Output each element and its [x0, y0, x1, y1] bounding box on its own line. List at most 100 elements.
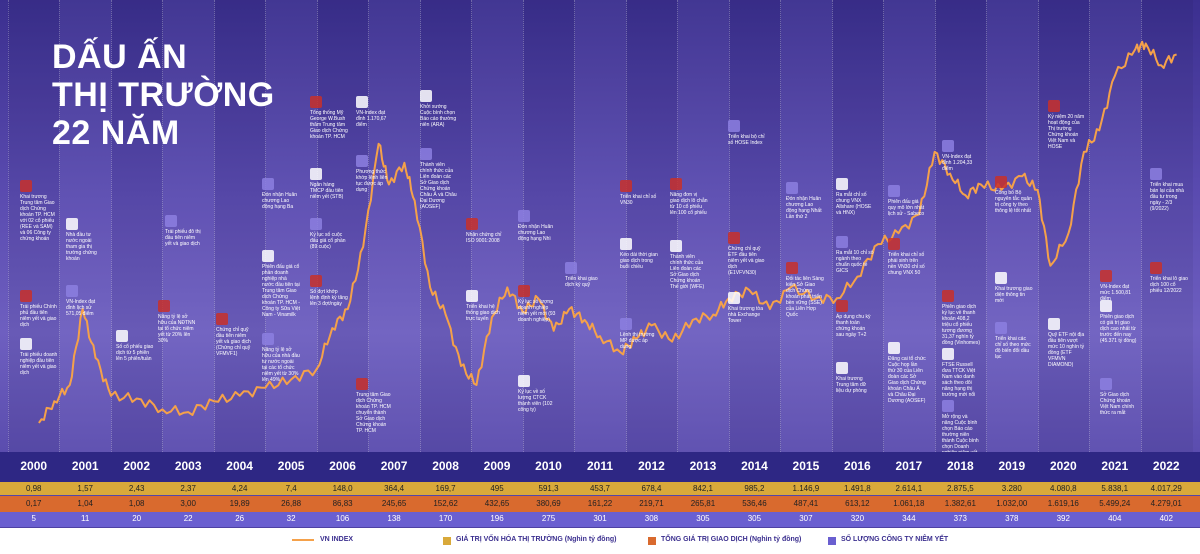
trade-value-cell: 1,08 [128, 499, 145, 508]
milestone-icon [786, 182, 798, 194]
year-label: 2005 [277, 459, 305, 473]
trade-value-cell: 26,88 [281, 499, 302, 508]
trade-value-cell: 536,46 [742, 499, 767, 508]
milestone-text: Kỷ niệm 20 năm hoạt động của Thị trường … [1048, 114, 1085, 150]
milestone-text: Ngân hàng TMCP đầu tiên niêm yết (STB) [310, 182, 344, 200]
milestone-note: FTSE Russell đưa TTCK Việt Nam vào danh … [942, 348, 980, 398]
title-line-1: DẤU ẤN [52, 38, 188, 76]
year-label: 2007 [380, 459, 408, 473]
milestone-icon [942, 400, 954, 412]
milestone-note: Kỷ lục số lượng doanh nghiệp niêm yết mớ… [518, 285, 556, 323]
year-column-band [625, 0, 679, 452]
legend-swatch-count [828, 537, 836, 545]
market-cap-row [0, 482, 1200, 495]
milestone-text: Lệnh thị trường MP được áp dụng [620, 332, 655, 350]
page-title: DẤU ẤN THỊ TRƯỜNG 22 NĂM [52, 38, 275, 152]
listed-count-cell: 138 [387, 514, 401, 523]
listed-count-cell: 320 [850, 514, 865, 523]
trade-value-cell: 161,22 [587, 499, 613, 508]
milestone-text: Kéo dài thời gian giao dịch trong buổi c… [620, 252, 658, 270]
milestone-icon [262, 333, 274, 345]
listed-count-cell: 5 [31, 514, 36, 523]
trade-value-row [0, 496, 1200, 512]
trade-value-cell: 432,65 [484, 499, 510, 508]
vn-index-chart [38, 40, 1177, 424]
listed-count-cell: 305 [747, 514, 762, 523]
milestone-icon [310, 218, 322, 230]
milestone-text: Nâng tỷ lệ sở hữu của nhà đầu tư nước ng… [262, 347, 300, 383]
milestone-text: VN-Index đạt đỉnh 1.204,33 điểm [942, 154, 973, 172]
listed-count-cell: 301 [593, 514, 607, 523]
milestone-text: FTSE Russell đưa TTCK Việt Nam vào danh … [942, 362, 976, 398]
year-column-band [1140, 0, 1193, 452]
listed-count-cell: 308 [644, 514, 659, 523]
trade-value-cell: 245,65 [381, 499, 407, 508]
milestone-text: Phương thức khớp lệnh liên tục được áp d… [356, 169, 388, 193]
trade-value-cell: 1.382,61 [944, 499, 976, 508]
listed-count-cell: 305 [696, 514, 710, 523]
year-column-band [1037, 0, 1091, 452]
milestone-text: Trung tâm Giao dịch Chứng khoán TP. HCM … [356, 392, 391, 434]
milestone-note: Trái phiếu Chính phủ đầu tiên niêm yết v… [20, 290, 58, 328]
legend-trade: TỔNG GIÁ TRỊ GIAO DỊCH (Nghìn tỷ đồng) [661, 536, 802, 543]
milestone-icon [356, 96, 368, 108]
milestone-text: Đăng cai tổ chức Cuộc họp lần thứ 30 của… [888, 356, 926, 404]
milestone-icon [670, 178, 682, 190]
year-column-band [934, 0, 988, 452]
market-cap-cell: 678,4 [641, 484, 662, 493]
milestone-text: Áp dụng chu kỳ thanh toán chứng khoán sa… [836, 314, 871, 338]
listed-count-cell: 404 [1108, 514, 1122, 523]
milestone-note: Nâng tỷ lệ sở hữu của nhà đầu tư nước ng… [262, 333, 300, 383]
milestone-icon [728, 232, 740, 244]
listed-count-cell: 170 [438, 514, 453, 523]
milestone-note: Công bố Bộ nguyên tắc quản trị công ty t… [995, 176, 1033, 214]
milestone-icon [1150, 168, 1162, 180]
market-cap-cell: 2,37 [180, 484, 196, 493]
milestone-icon [216, 313, 228, 325]
year-column-band [574, 0, 627, 452]
milestone-icon [836, 178, 848, 190]
milestone-icon [620, 180, 632, 192]
milestone-text: Số đợt khớp lệnh định kỳ tăng lên 3 đợt/… [310, 289, 348, 307]
milestone-icon [518, 375, 530, 387]
milestone-note: Trái phiếu doanh nghiệp đầu tiên niêm yế… [20, 338, 58, 376]
year-label: 2003 [174, 459, 202, 473]
milestone-icon [420, 148, 432, 160]
milestone-icon [116, 330, 128, 342]
year-label: 2011 [586, 459, 614, 473]
milestone-icon [518, 285, 530, 297]
year-column-band [419, 0, 473, 452]
milestone-icon [66, 218, 78, 230]
milestone-note: Thành viên chính thức của Liên đoàn các … [670, 240, 708, 290]
milestone-icon [942, 348, 954, 360]
milestone-note: VN-Index đạt đỉnh lịch sử 571,05 điểm [66, 285, 104, 317]
milestone-text: Khởi xướng Cuộc bình chọn Báo cáo thường… [420, 104, 457, 128]
milestone-icon [466, 290, 478, 302]
milestone-text: Phiên đấu giá cổ phần doanh nghiệp nhà n… [262, 264, 300, 318]
milestone-note: Trung tâm Giao dịch Chứng khoán TP. HCM … [356, 378, 394, 434]
milestone-note: Khai trương Trung tâm Giao dịch Chứng kh… [20, 180, 58, 242]
milestone-note: Đăng cai tổ chức Cuộc họp lần thứ 30 của… [888, 342, 926, 404]
year-label: 2013 [689, 459, 717, 473]
milestone-text: Khai trương tòa nhà Exchange Tower [728, 306, 763, 324]
milestone-icon [728, 120, 740, 132]
milestone-text: Triển khai hệ thống giao dịch trực tuyến [466, 304, 500, 322]
milestone-text: Đón nhận Huân chương Lao động hạng Nhì [518, 224, 554, 242]
market-cap-cell: 2.875,5 [946, 484, 974, 493]
milestone-text: Đón nhận Huân chương Lao động hạng Nhất … [786, 196, 822, 220]
milestone-icon [728, 292, 740, 304]
milestone-icon [20, 180, 32, 192]
milestone-text: Chứng chỉ quỹ ETF đầu tiên niêm yết và g… [728, 246, 765, 276]
year-label: 2000 [20, 459, 48, 473]
milestone-icon [888, 185, 900, 197]
milestone-note: Triển khai chỉ số phái sinh trên nền VN3… [888, 238, 926, 276]
listed-count-cell: 196 [490, 514, 504, 523]
milestone-text: Nâng đơn vị giao dịch lô chẵn từ 10 cổ p… [670, 192, 708, 216]
milestone-icon [1150, 262, 1162, 274]
milestone-icon [888, 342, 900, 354]
milestone-note: Phiên giao dịch có giá trị giao dịch cao… [1100, 300, 1138, 344]
milestone-text: Thành viên chính thức của Liên đoàn các … [420, 162, 457, 210]
milestone-note: Quỹ ETF nội địa đầu tiên vượt mức 10 ngh… [1048, 318, 1086, 368]
milestone-icon [888, 238, 900, 250]
milestone-note: Thành viên chính thức của Liên đoàn các … [420, 148, 458, 210]
